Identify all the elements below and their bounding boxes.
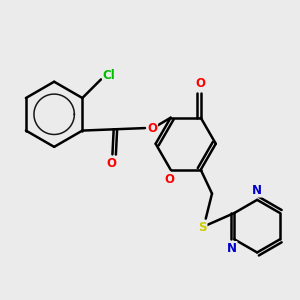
Text: O: O (196, 77, 206, 90)
Text: O: O (107, 157, 117, 170)
Text: S: S (198, 221, 207, 234)
Text: Cl: Cl (103, 69, 116, 82)
Text: N: N (252, 184, 262, 197)
Text: N: N (227, 242, 237, 255)
Text: O: O (164, 173, 174, 186)
Text: O: O (148, 122, 158, 135)
